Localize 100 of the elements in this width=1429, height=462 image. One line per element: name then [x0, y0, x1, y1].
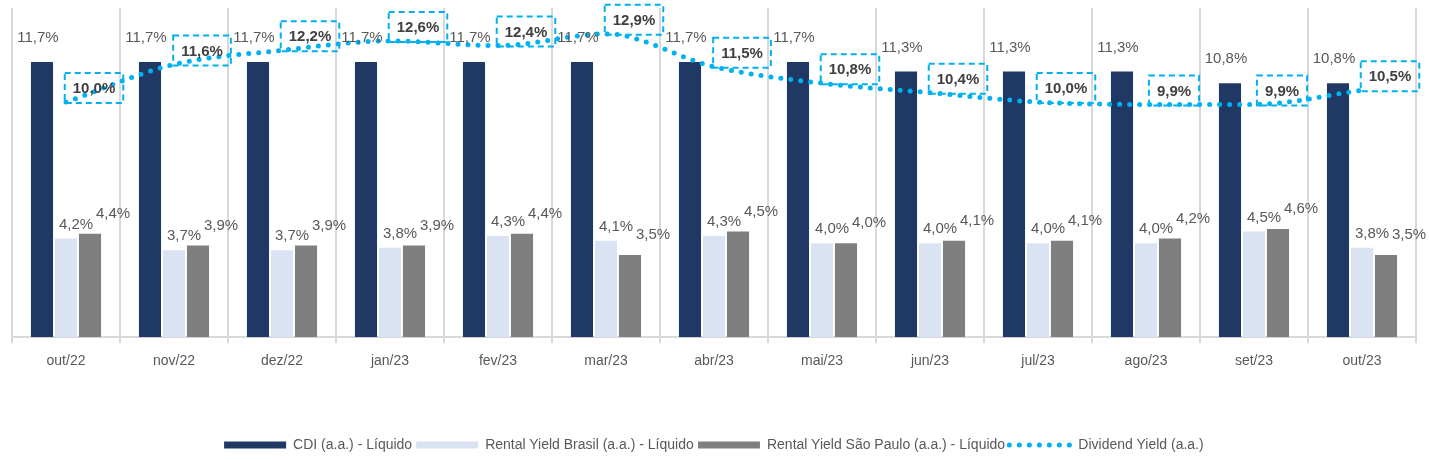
x-tick-label: jun/23 — [909, 352, 950, 369]
data-label: 11,3% — [989, 37, 1031, 55]
data-label: 11,7% — [341, 28, 383, 46]
x-tick-label: fev/23 — [478, 352, 518, 369]
bar — [918, 243, 942, 338]
data-label: 4,6% — [1284, 199, 1319, 217]
bar — [1374, 254, 1398, 338]
data-label: 3,8% — [382, 223, 418, 241]
data-label: 11,7% — [125, 28, 167, 46]
bar — [78, 233, 102, 338]
bar — [246, 62, 270, 338]
data-label: 10,8% — [828, 60, 872, 78]
bar — [186, 245, 210, 338]
bar — [1110, 71, 1134, 338]
data-label: 4,0% — [922, 219, 958, 237]
bar — [1026, 243, 1050, 338]
data-label: 4,4% — [96, 203, 131, 221]
x-tick-label: jul/23 — [1020, 352, 1055, 369]
x-tick-label: out/23 — [1342, 352, 1382, 369]
data-label: 4,3% — [490, 212, 526, 230]
data-label: 4,0% — [814, 219, 850, 237]
bar — [1134, 243, 1158, 338]
data-label: 4,2% — [1176, 208, 1211, 226]
data-label: 11,7% — [773, 28, 815, 46]
x-tick-label: set/23 — [1234, 352, 1274, 369]
bar — [486, 236, 510, 338]
bar — [1218, 83, 1242, 338]
bar — [378, 247, 402, 338]
x-tick-label: abr/23 — [694, 352, 735, 369]
data-label: 10,8% — [1204, 49, 1248, 67]
data-label: 11,7% — [233, 28, 275, 46]
bar — [1326, 83, 1350, 338]
data-label: 3,7% — [166, 226, 202, 244]
data-label: 3,9% — [312, 215, 347, 233]
data-label: 12,9% — [612, 11, 656, 29]
bar — [270, 250, 294, 338]
data-label: 3,5% — [636, 225, 671, 243]
x-tick-label: jan/23 — [369, 352, 410, 369]
bar — [402, 245, 426, 338]
x-tick-label: mai/23 — [800, 352, 844, 369]
data-label: 4,5% — [1246, 207, 1282, 225]
data-label: 3,9% — [204, 215, 239, 233]
data-label: 12,4% — [504, 22, 548, 40]
data-label: 10,0% — [1044, 79, 1088, 97]
legend-label: Dividend Yield (a.a.) — [1078, 435, 1204, 452]
bar — [294, 245, 318, 338]
bar — [30, 62, 54, 338]
bar — [834, 243, 858, 338]
data-label: 4,3% — [706, 212, 742, 230]
bar — [786, 62, 810, 338]
data-label: 3,5% — [1392, 225, 1427, 243]
data-label: 11,7% — [17, 28, 59, 46]
bar — [702, 236, 726, 338]
bar — [618, 254, 642, 338]
data-label: 4,1% — [1068, 210, 1103, 228]
bar — [510, 233, 534, 338]
bar — [1350, 247, 1374, 338]
data-label: 3,9% — [420, 215, 455, 233]
bar — [678, 62, 702, 338]
bar — [570, 62, 594, 338]
data-label: 3,7% — [274, 226, 310, 244]
data-label: 4,5% — [744, 201, 779, 219]
x-tick-label: mar/23 — [584, 352, 628, 369]
bar — [162, 250, 186, 338]
bar — [1002, 71, 1026, 338]
data-label: 4,1% — [598, 216, 634, 234]
data-label: 12,6% — [396, 18, 440, 36]
bar — [54, 238, 78, 338]
data-label: 9,9% — [1156, 81, 1192, 99]
data-label: 11,3% — [881, 37, 923, 55]
data-label: 11,7% — [665, 28, 707, 46]
bar — [894, 71, 918, 338]
x-tick-label: out/22 — [46, 352, 86, 369]
bar — [1266, 229, 1290, 338]
data-label: 9,9% — [1264, 81, 1300, 99]
data-label: 4,0% — [852, 213, 887, 231]
bar — [354, 62, 378, 338]
data-label: 10,8% — [1312, 49, 1356, 67]
data-label: 11,6% — [181, 41, 223, 59]
bar — [942, 240, 966, 338]
legend-label: Rental Yield São Paulo (a.a.) - Líquido — [766, 435, 1006, 452]
data-label: 11,5% — [721, 43, 763, 61]
data-label: 4,1% — [960, 210, 995, 228]
bar — [462, 62, 486, 338]
bar — [594, 240, 618, 338]
data-label: 10,5% — [1368, 67, 1412, 85]
data-label: 4,0% — [1030, 219, 1066, 237]
data-label: 4,0% — [1138, 219, 1174, 237]
bar — [1050, 240, 1074, 338]
bar — [1242, 231, 1266, 338]
data-label: 4,2% — [58, 214, 94, 232]
data-label: 4,4% — [528, 203, 563, 221]
x-tick-label: dez/22 — [260, 352, 304, 369]
bar — [810, 243, 834, 338]
data-label: 11,3% — [1097, 37, 1139, 55]
data-label: 10,4% — [936, 69, 980, 87]
legend-label: CDI (a.a.) - Líquido — [293, 435, 413, 452]
bar — [1158, 238, 1182, 338]
x-tick-label: ago/23 — [1124, 352, 1168, 369]
x-tick-label: nov/22 — [152, 352, 196, 369]
